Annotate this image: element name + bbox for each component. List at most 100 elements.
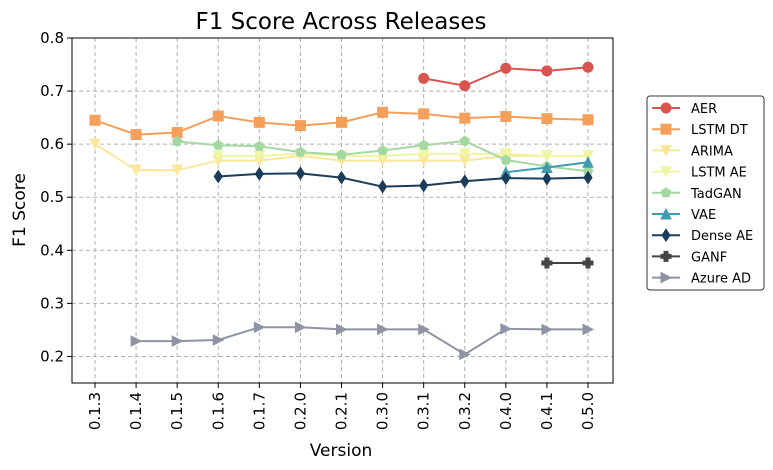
legend-label-lstm-dt: LSTM DT bbox=[691, 123, 748, 138]
data-point-aer bbox=[418, 72, 430, 84]
series-line-azure-ad bbox=[136, 326, 588, 356]
data-point-lstm-dt bbox=[459, 112, 471, 124]
data-point-aer bbox=[541, 65, 553, 77]
data-point-tadgan bbox=[377, 144, 388, 156]
data-point-ganf bbox=[541, 257, 553, 269]
data-point-lstm-dt bbox=[418, 108, 430, 120]
series-dense-ae bbox=[213, 166, 593, 194]
data-point-azure-ad bbox=[253, 321, 266, 334]
y-tick-label: 0.2 bbox=[40, 347, 64, 365]
data-point-dense-ae bbox=[213, 169, 223, 184]
legend-marker-azure-ad bbox=[660, 271, 673, 284]
plot-area-frame bbox=[71, 37, 614, 384]
legend-marker-lstm-dt bbox=[660, 123, 672, 135]
data-point-lstm-dt bbox=[212, 110, 224, 122]
data-point-arima bbox=[89, 138, 101, 151]
legend-frame bbox=[646, 95, 765, 291]
data-point-dense-ae bbox=[583, 170, 593, 185]
series-lstm-dt bbox=[89, 106, 594, 141]
data-point-azure-ad bbox=[130, 335, 143, 347]
x-tick-label: 0.1.5 bbox=[168, 392, 186, 430]
data-point-tadgan bbox=[336, 149, 347, 160]
series-ganf bbox=[541, 257, 594, 269]
y-tick-label: 0.8 bbox=[40, 29, 64, 47]
chart-title: F1 Score Across Releases bbox=[195, 9, 486, 35]
legend-label-vae: VAE bbox=[691, 208, 716, 223]
x-tick-label: 0.1.3 bbox=[86, 392, 104, 430]
series-aer bbox=[418, 61, 594, 92]
data-point-dense-ae bbox=[377, 179, 388, 194]
data-point-lstm-ae bbox=[500, 148, 512, 160]
data-point-lstm-dt bbox=[377, 106, 389, 118]
data-point-azure-ad bbox=[212, 334, 225, 346]
legend-marker-arima bbox=[660, 144, 672, 157]
data-point-aer bbox=[459, 80, 471, 92]
data-point-lstm-ae bbox=[253, 150, 266, 162]
legend-label-lstm-ae: LSTM AE bbox=[691, 166, 747, 181]
series-tadgan bbox=[171, 135, 594, 176]
legend-label-arima: ARIMA bbox=[691, 144, 733, 159]
data-point-tadgan bbox=[253, 140, 265, 151]
data-point-azure-ad bbox=[294, 321, 307, 334]
x-tick-label: 0.1.7 bbox=[250, 392, 268, 430]
x-tick-label: 0.3.0 bbox=[374, 392, 392, 430]
y-tick-label: 0.6 bbox=[40, 135, 64, 153]
x-tick-label: 0.4.0 bbox=[497, 392, 515, 430]
legend: AER LSTM DT ARIMA LSTM AE TadGAN VAE Dense AE G… bbox=[646, 95, 765, 291]
data-point-dense-ae bbox=[460, 174, 470, 189]
data-point-tadgan bbox=[500, 154, 512, 165]
x-tick-label: 0.5.0 bbox=[579, 392, 597, 430]
data-point-tadgan bbox=[171, 135, 183, 147]
data-point-lstm-dt bbox=[500, 111, 512, 123]
y-tick-label: 0.5 bbox=[40, 188, 64, 206]
x-tick-label: 0.3.1 bbox=[415, 392, 433, 430]
data-point-lstm-dt bbox=[294, 120, 306, 132]
data-point-lstm-dt bbox=[89, 114, 101, 126]
data-point-dense-ae bbox=[501, 171, 511, 186]
x-tick-label: 0.1.4 bbox=[127, 392, 145, 430]
data-point-dense-ae bbox=[336, 170, 347, 185]
data-point-azure-ad bbox=[541, 323, 554, 336]
x-tick-label: 0.2.1 bbox=[333, 392, 351, 430]
data-point-azure-ad bbox=[500, 323, 512, 335]
data-point-azure-ad bbox=[377, 323, 389, 336]
x-tick-label: 0.2.0 bbox=[291, 392, 309, 430]
legend-marker-lstm-ae bbox=[660, 166, 672, 178]
legend-marker-tadgan bbox=[660, 187, 672, 198]
series-layer bbox=[89, 61, 595, 361]
data-point-dense-ae bbox=[295, 166, 306, 181]
data-point-tadgan bbox=[212, 139, 224, 150]
data-point-azure-ad bbox=[418, 323, 430, 336]
axis-ticks: 0.1.3 0.1.4 0.1.5 0.1.6 0.1.7 0.2.0 0.2.1 0.3.0… bbox=[40, 29, 597, 430]
y-tick-label: 0.4 bbox=[40, 241, 64, 259]
data-point-lstm-ae bbox=[541, 150, 553, 162]
data-point-ganf bbox=[582, 257, 594, 269]
grid-lines bbox=[72, 37, 613, 383]
data-point-dense-ae bbox=[542, 171, 552, 186]
data-point-vae bbox=[582, 156, 594, 168]
y-tick-label: 0.7 bbox=[40, 82, 64, 100]
data-point-lstm-dt bbox=[253, 116, 265, 128]
data-point-arima bbox=[171, 164, 183, 177]
data-point-lstm-dt bbox=[541, 113, 553, 125]
data-point-tadgan bbox=[295, 146, 306, 157]
x-tick-label: 0.4.1 bbox=[538, 392, 556, 430]
legend-label-aer: AER bbox=[691, 102, 717, 117]
y-axis-title: F1 Score bbox=[10, 173, 30, 247]
data-point-lstm-dt bbox=[130, 129, 142, 141]
data-point-aer bbox=[500, 62, 512, 74]
data-point-dense-ae bbox=[419, 178, 429, 193]
legend-label-tadgan: TadGAN bbox=[690, 187, 742, 202]
data-point-azure-ad bbox=[336, 323, 348, 336]
data-point-lstm-ae bbox=[458, 148, 471, 160]
data-point-azure-ad bbox=[582, 323, 595, 336]
legend-marker-vae bbox=[660, 207, 672, 220]
series-line-dense-ae bbox=[218, 172, 589, 188]
legend-marker-aer bbox=[660, 102, 672, 114]
data-point-azure-ad bbox=[459, 348, 471, 361]
data-point-aer bbox=[582, 61, 594, 73]
data-point-arima bbox=[130, 164, 142, 177]
data-point-tadgan bbox=[459, 135, 471, 146]
data-point-lstm-ae bbox=[582, 150, 594, 162]
